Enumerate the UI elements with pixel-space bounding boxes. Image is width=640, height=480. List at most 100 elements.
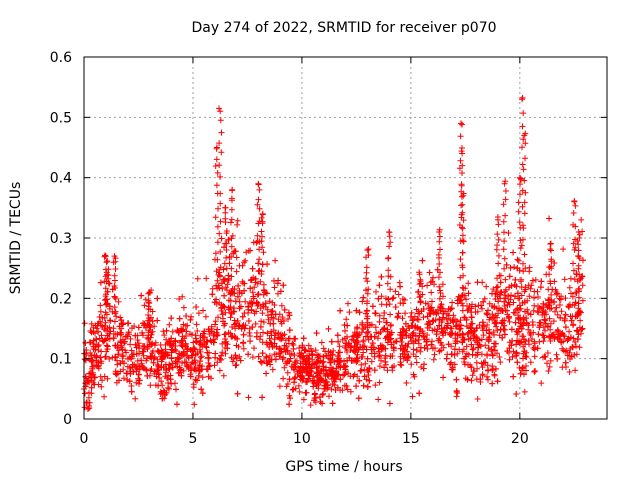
data-point xyxy=(474,308,481,315)
data-point xyxy=(360,294,367,301)
data-point xyxy=(546,363,553,370)
data-point xyxy=(464,376,471,383)
data-point xyxy=(395,310,402,317)
data-point xyxy=(491,331,497,338)
data-point xyxy=(509,353,516,360)
data-point xyxy=(491,340,498,347)
data-point xyxy=(223,247,230,253)
data-point xyxy=(271,277,277,284)
data-point xyxy=(516,267,523,274)
data-point xyxy=(417,326,424,333)
data-point xyxy=(103,269,110,276)
data-point xyxy=(489,303,496,309)
data-point xyxy=(364,355,371,362)
data-point xyxy=(399,296,406,302)
data-point xyxy=(315,377,322,384)
data-point xyxy=(494,327,501,334)
data-point xyxy=(83,399,90,406)
data-point xyxy=(548,291,555,298)
data-point xyxy=(187,373,194,380)
data-point xyxy=(563,347,570,354)
data-point xyxy=(459,225,466,232)
data-point xyxy=(106,355,113,362)
data-point xyxy=(271,284,278,291)
data-point xyxy=(513,352,520,359)
data-point xyxy=(499,334,506,341)
data-point xyxy=(310,383,317,390)
data-point xyxy=(185,364,192,370)
data-point xyxy=(93,354,100,361)
data-point xyxy=(256,256,263,263)
data-point xyxy=(326,393,332,400)
y-tick-label: 0.4 xyxy=(50,171,72,187)
data-point xyxy=(554,290,561,297)
data-point xyxy=(305,342,312,349)
data-point xyxy=(117,360,124,367)
data-point xyxy=(384,339,391,346)
data-point xyxy=(194,328,201,334)
data-point xyxy=(221,260,228,267)
data-point xyxy=(212,318,219,325)
data-point xyxy=(386,243,393,250)
data-point xyxy=(515,314,522,321)
data-point xyxy=(245,394,252,401)
data-point xyxy=(495,236,502,243)
data-point xyxy=(128,388,135,395)
data-point xyxy=(511,281,518,288)
data-point xyxy=(191,345,197,352)
data-point xyxy=(540,338,547,345)
data-point xyxy=(579,297,586,304)
data-point xyxy=(237,357,244,364)
data-point xyxy=(578,216,585,223)
data-point xyxy=(494,231,501,238)
data-point xyxy=(523,363,529,369)
data-point xyxy=(248,307,255,314)
data-point xyxy=(347,347,354,353)
data-point xyxy=(468,314,475,321)
data-point xyxy=(457,157,464,164)
data-point xyxy=(570,267,577,274)
data-point xyxy=(99,377,106,384)
data-point xyxy=(492,347,498,354)
data-point xyxy=(228,206,235,213)
data-point xyxy=(445,341,452,348)
data-point xyxy=(522,338,529,345)
data-point xyxy=(220,372,227,379)
data-point xyxy=(428,341,435,348)
data-point xyxy=(196,362,203,369)
data-point xyxy=(548,247,554,254)
data-point xyxy=(88,374,95,381)
data-point xyxy=(183,362,190,369)
data-point xyxy=(325,325,332,332)
data-point xyxy=(139,329,146,336)
data-point xyxy=(539,332,546,339)
data-point xyxy=(232,362,239,369)
data-point xyxy=(366,377,373,384)
data-point xyxy=(285,316,291,322)
data-point xyxy=(445,312,452,319)
data-point xyxy=(436,322,443,329)
data-point xyxy=(459,121,466,128)
data-point xyxy=(166,361,173,368)
data-point xyxy=(428,289,435,296)
data-point xyxy=(344,333,350,340)
data-point xyxy=(384,280,391,287)
data-point xyxy=(145,306,152,312)
data-point xyxy=(437,246,443,253)
data-point xyxy=(501,322,508,329)
data-point xyxy=(496,272,503,279)
data-point xyxy=(328,338,335,345)
data-point xyxy=(323,379,330,385)
data-point xyxy=(86,389,92,396)
data-point xyxy=(482,359,489,366)
data-point xyxy=(399,350,406,357)
data-point xyxy=(364,319,371,326)
data-point xyxy=(502,276,509,283)
x-axis-label: GPS time / hours xyxy=(285,459,402,475)
data-point xyxy=(535,331,542,338)
data-point xyxy=(111,283,118,289)
data-point xyxy=(473,359,480,366)
data-point xyxy=(429,327,436,334)
data-point xyxy=(266,344,273,350)
